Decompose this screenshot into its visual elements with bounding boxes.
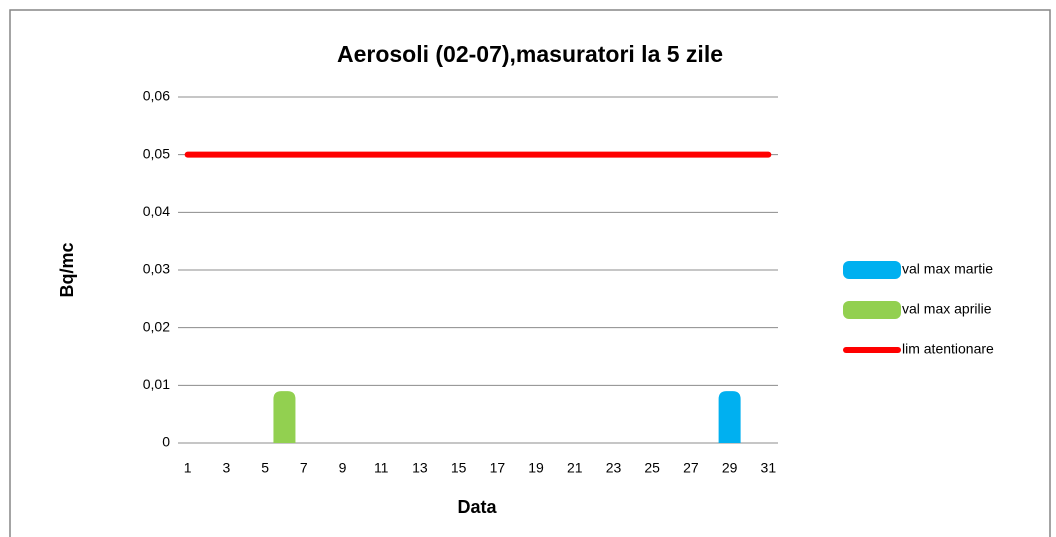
x-tick-label: 27	[683, 460, 699, 476]
legend-label: lim atentionare	[902, 341, 994, 357]
bar	[718, 391, 741, 443]
x-tick-label: 21	[567, 460, 583, 476]
bar	[273, 391, 296, 443]
y-axis-label: Bq/mc	[57, 242, 77, 297]
x-tick-label: 5	[261, 460, 269, 476]
x-tick-label: 31	[761, 460, 777, 476]
x-tick-label: 3	[222, 460, 230, 476]
legend-label: val max aprilie	[902, 301, 992, 317]
y-tick-label: 0,06	[143, 88, 170, 104]
x-tick-label: 7	[300, 460, 308, 476]
chart-title: Aerosoli (02-07),masuratori la 5 zile	[337, 41, 723, 67]
x-tick-label: 1	[184, 460, 192, 476]
x-tick-label: 29	[722, 460, 738, 476]
y-tick-label: 0,03	[143, 261, 170, 277]
y-tick-label: 0,04	[143, 203, 170, 219]
chart-border	[9, 9, 1051, 537]
x-tick-label: 15	[451, 460, 467, 476]
x-tick-label: 23	[606, 460, 622, 476]
y-tick-label: 0,01	[143, 376, 170, 392]
legend-swatch	[843, 301, 901, 319]
x-tick-label: 13	[412, 460, 428, 476]
x-tick-label: 25	[644, 460, 660, 476]
x-tick-label: 17	[490, 460, 506, 476]
x-axis-label: Data	[457, 497, 497, 517]
x-tick-label: 19	[528, 460, 544, 476]
legend-swatch	[843, 261, 901, 279]
y-tick-label: 0,02	[143, 318, 170, 334]
x-tick-label: 9	[339, 460, 347, 476]
x-tick-label: 11	[374, 460, 389, 476]
y-tick-label: 0	[162, 434, 170, 450]
y-tick-label: 0,05	[143, 145, 170, 161]
legend-label: val max martie	[902, 261, 993, 277]
